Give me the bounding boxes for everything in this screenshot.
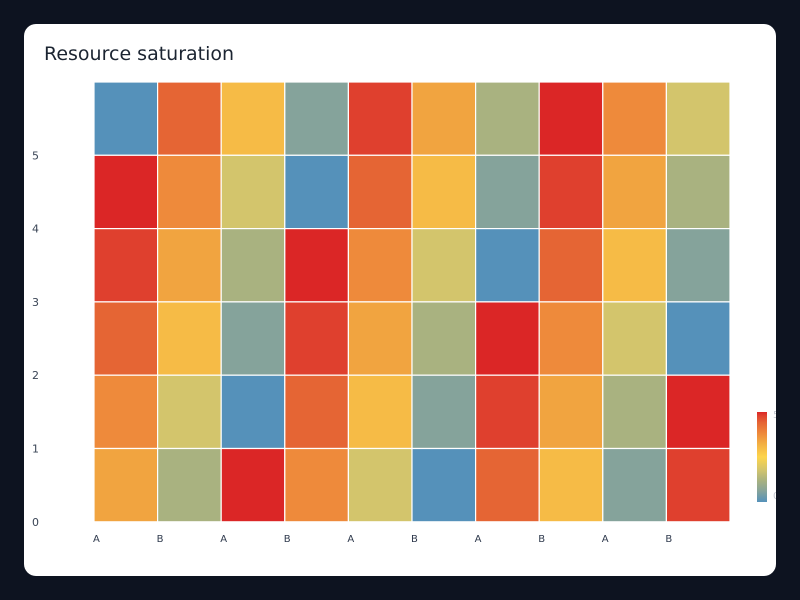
heatmap-cell	[665, 301, 731, 376]
chart-title: Resource saturation	[44, 43, 235, 65]
heatmap-cell	[538, 228, 604, 303]
colorbar-min-label: 0	[773, 491, 776, 502]
heatmap-cell	[475, 81, 540, 156]
x-tick-label: A	[602, 534, 609, 545]
heatmap-cell	[475, 447, 540, 523]
x-tick-label: B	[284, 534, 291, 545]
heatmap-cell	[284, 81, 349, 156]
heatmap-cell	[665, 81, 731, 156]
x-tick-label: A	[93, 534, 100, 545]
heatmap-cell	[157, 228, 222, 303]
heatmap-cell	[157, 154, 222, 230]
colorbar: 50 0	[757, 410, 776, 502]
x-tick-label: B	[157, 534, 164, 545]
y-tick-label: 0	[32, 516, 39, 529]
heatmap-cell	[411, 228, 477, 303]
x-tick-label: B	[538, 534, 545, 545]
y-axis-ticks: 0 1 2 3 4 5	[32, 149, 39, 529]
x-tick-label: A	[347, 534, 354, 545]
heatmap-cell	[157, 447, 222, 523]
heatmap-cell	[347, 374, 413, 450]
colorbar-gradient	[757, 412, 767, 502]
heatmap-cell	[411, 301, 477, 376]
heatmap-cell	[157, 81, 222, 156]
heatmap-cell	[411, 154, 477, 230]
heatmap-cell	[284, 374, 349, 450]
heatmap-cell	[93, 301, 159, 376]
heatmap-cell	[475, 374, 540, 450]
y-tick-label: 2	[32, 369, 39, 382]
heatmap-cell	[284, 228, 349, 303]
y-tick-label: 1	[32, 443, 39, 456]
heatmap-cell	[475, 301, 540, 376]
heatmap-cell	[665, 374, 731, 450]
heatmap-cell	[93, 154, 159, 230]
heatmap-cell	[538, 301, 604, 376]
heatmap-cell	[602, 374, 667, 450]
heatmap-cell	[411, 81, 477, 156]
heatmap-cell	[93, 81, 159, 156]
y-tick-label: 4	[32, 223, 39, 236]
heatmap-cell	[475, 154, 540, 230]
heatmap-cell	[284, 301, 349, 376]
heatmap-cell	[347, 81, 413, 156]
heatmap-cell	[93, 374, 159, 450]
heatmap-cell	[347, 447, 413, 523]
heatmap-cell	[411, 374, 477, 450]
heatmap-cell	[347, 154, 413, 230]
heatmap-cell	[157, 301, 222, 376]
heatmap-cell	[411, 447, 477, 523]
heatmap-cell	[220, 447, 286, 523]
colorbar-max-label: 50	[773, 410, 776, 421]
heatmap-cell	[347, 228, 413, 303]
chart-card: Resource saturation 0 1 2 3 4 5 A B A B A B A B A B 50…	[24, 24, 776, 576]
heatmap-cell	[284, 154, 349, 230]
heatmap-cell	[220, 228, 286, 303]
heatmap-cell	[538, 447, 604, 523]
heatmap-cell	[220, 154, 286, 230]
heatmap-cell	[93, 447, 159, 523]
heatmap-cell	[665, 228, 731, 303]
heatmap-cell	[475, 228, 540, 303]
x-tick-label: A	[220, 534, 227, 545]
heatmap-cell	[538, 154, 604, 230]
heatmap-cell	[220, 301, 286, 376]
heatmap-cell	[665, 154, 731, 230]
x-tick-label: A	[475, 534, 482, 545]
heatmap-cell	[93, 228, 159, 303]
heatmap-cell	[347, 301, 413, 376]
heatmap-cell	[602, 447, 667, 523]
y-tick-label: 3	[32, 296, 39, 309]
y-tick-label: 5	[32, 149, 39, 162]
heatmap-cell	[157, 374, 222, 450]
heatmap-chart: 0 1 2 3 4 5 A B A B A B A B A B 50 0	[32, 81, 776, 545]
heatmap-cell	[602, 154, 667, 230]
heatmap-cell	[602, 301, 667, 376]
heatmap-cell	[602, 228, 667, 303]
x-tick-label: B	[411, 534, 418, 545]
heatmap-cell	[220, 81, 286, 156]
heatmap-cells	[93, 81, 731, 523]
heatmap-cell	[665, 447, 731, 523]
heatmap-cell	[284, 447, 349, 523]
heatmap-cell	[538, 374, 604, 450]
x-tick-label: B	[665, 534, 672, 545]
heatmap-cell	[538, 81, 604, 156]
heatmap-cell	[220, 374, 286, 450]
heatmap-cell	[602, 81, 667, 156]
